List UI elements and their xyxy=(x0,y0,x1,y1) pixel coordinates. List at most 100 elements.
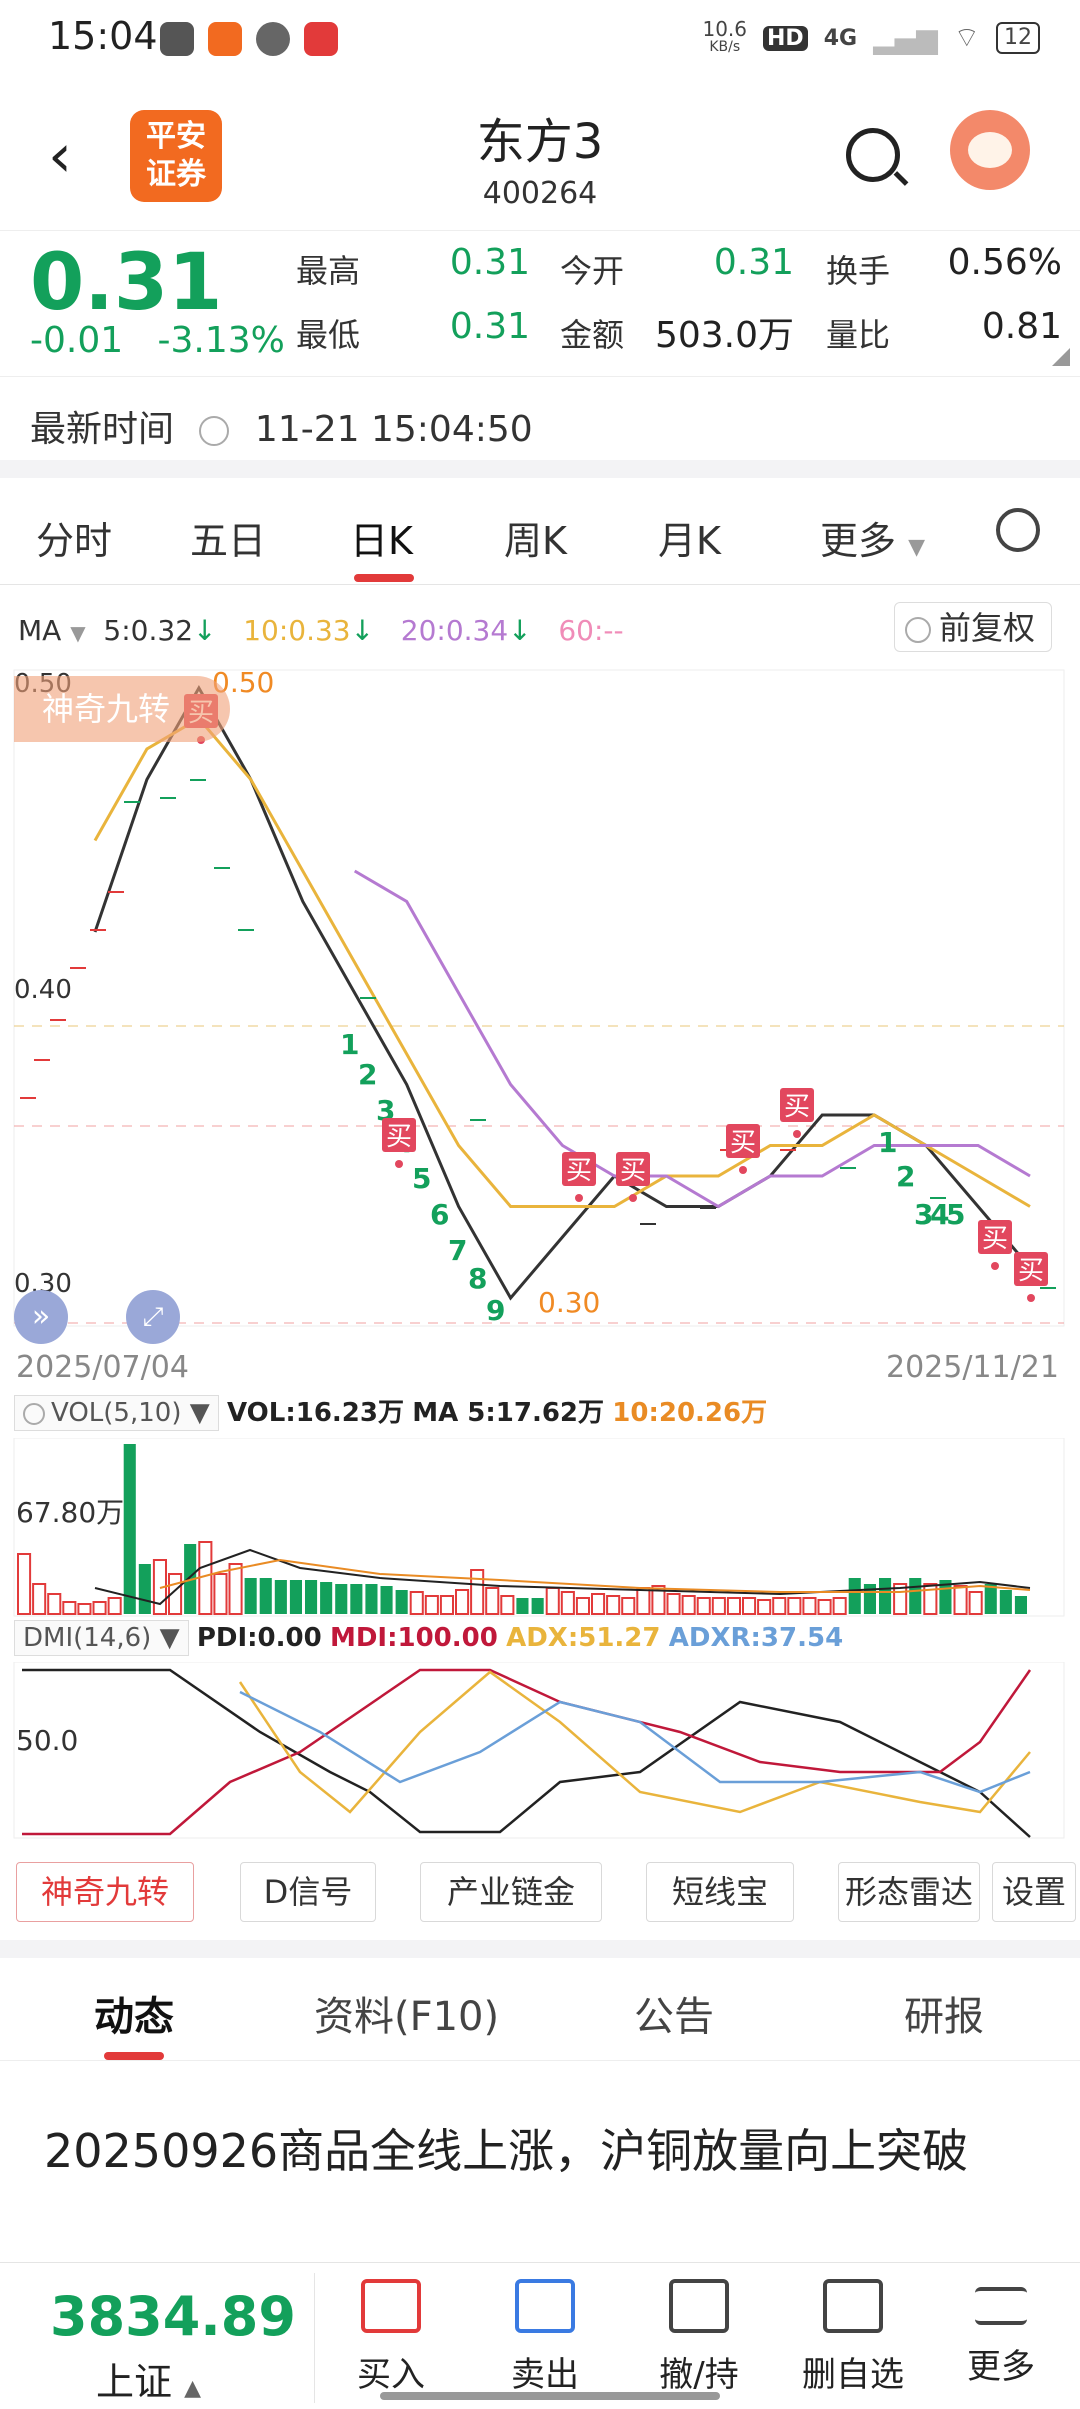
volume-bar xyxy=(439,1595,454,1615)
vol-ma10-line xyxy=(159,1558,1031,1593)
volume-bar xyxy=(62,1601,77,1615)
volume-bar xyxy=(500,1595,515,1615)
chevron-down-icon[interactable]: ▼ xyxy=(70,621,86,645)
tool-nine-turn[interactable]: 神奇九转 xyxy=(16,1862,194,1922)
info-icon[interactable] xyxy=(199,416,230,446)
update-time: 最新时间 11-21 15:04:50 xyxy=(30,409,533,450)
ma-line-20 xyxy=(353,869,1031,1209)
buy-marker[interactable] xyxy=(780,1088,814,1122)
divider xyxy=(0,460,1080,478)
volume-bar xyxy=(681,1595,696,1615)
gear-icon[interactable] xyxy=(996,508,1040,552)
buy-marker[interactable] xyxy=(1014,1252,1048,1286)
volume-bars xyxy=(17,1444,1031,1615)
volume-chart[interactable]: 67.80万 xyxy=(0,1438,1080,1618)
tool-d-signal[interactable]: D信号 xyxy=(240,1862,376,1922)
buy-marker[interactable] xyxy=(726,1124,760,1158)
divider xyxy=(0,2060,1080,2061)
expand-icon[interactable]: » xyxy=(14,1290,68,1344)
back-icon[interactable]: ‹ xyxy=(48,121,72,191)
volume-bar xyxy=(666,1593,681,1615)
stat-label: 金额 xyxy=(560,316,625,354)
stat-value: 0.31 xyxy=(713,242,794,283)
stat-value: 0.31 xyxy=(449,306,530,347)
stat-value: 0.81 xyxy=(981,306,1062,347)
tab-rik[interactable]: 日K xyxy=(350,519,413,563)
chevron-down-icon: ▼ xyxy=(908,535,926,560)
nine-turn-badge[interactable]: 神奇九转 xyxy=(14,676,230,742)
buy-marker[interactable] xyxy=(382,1118,416,1152)
tool-industry-chain[interactable]: 产业链金 xyxy=(420,1862,602,1922)
tab-fenshi[interactable]: 分时 xyxy=(36,519,113,563)
status-app-icons xyxy=(160,22,338,56)
expand-corner-icon[interactable] xyxy=(1052,348,1070,366)
dmi-selector[interactable]: DMI(14,6) ▼ xyxy=(14,1620,189,1656)
battery-icon: 12 xyxy=(996,22,1040,54)
cancel-hold-button[interactable]: 撤/持 xyxy=(634,2279,764,2396)
tab-yuek[interactable]: 月K xyxy=(658,519,721,563)
search-icon[interactable] xyxy=(846,128,900,182)
active-tab-indicator xyxy=(354,574,414,582)
wechat-icon xyxy=(160,22,194,56)
volume-bar xyxy=(123,1444,136,1614)
volume-bar xyxy=(17,1553,32,1615)
ma-lines xyxy=(93,684,1032,1301)
buy-marker-label: 买 xyxy=(620,1156,646,1186)
tab-more[interactable]: 更多 ▼ xyxy=(820,519,926,563)
buy-marker-dot xyxy=(629,1194,637,1202)
tool-pattern-radar[interactable]: 形态雷达 xyxy=(838,1862,980,1922)
tab-news-dynamic[interactable]: 动态 xyxy=(94,1994,174,2040)
volume-bar xyxy=(365,1584,378,1614)
signal-icon: 4G xyxy=(823,25,858,51)
volume-bar xyxy=(289,1580,302,1614)
volume-bar xyxy=(168,1573,183,1615)
minus-box-icon xyxy=(823,2279,883,2333)
kline-chart[interactable]: 0.50 0.40 0.30 0.50 0.30 12345678912345 … xyxy=(0,668,1080,1328)
tool-settings[interactable]: 设置 xyxy=(992,1862,1076,1922)
tab-news-f10[interactable]: 资料(F10) xyxy=(314,1994,500,2040)
price-change: -0.01 -3.13% xyxy=(30,320,285,361)
buy-marker[interactable] xyxy=(562,1152,596,1186)
price-ticks xyxy=(20,779,1056,1289)
volume-bar xyxy=(696,1597,711,1615)
nine-turn-number: 8 xyxy=(468,1262,487,1295)
index-value[interactable]: 3834.89 xyxy=(50,2285,296,2348)
adjust-button[interactable]: 前复权 xyxy=(894,602,1052,652)
tab-zhouk[interactable]: 周K xyxy=(504,519,567,563)
volume-bar xyxy=(395,1590,408,1614)
volume-bar xyxy=(651,1585,666,1615)
more-button[interactable]: 更多 xyxy=(936,2279,1066,2388)
dmi-legend: DMI(14,6) ▼ PDI:0.00 MDI:100.00 ADX:51.2… xyxy=(14,1620,843,1656)
dmi-chart[interactable]: 50.0 xyxy=(0,1662,1080,1840)
nine-turn-number: 3 xyxy=(914,1198,933,1231)
tab-wuri[interactable]: 五日 xyxy=(190,519,267,563)
tab-news-research[interactable]: 研报 xyxy=(904,1994,984,2040)
tab-news-announcement[interactable]: 公告 xyxy=(634,1994,714,2040)
buy-marker-label: 买 xyxy=(1018,1256,1044,1286)
buy-marker[interactable] xyxy=(616,1152,650,1186)
volume-bar xyxy=(77,1603,92,1615)
buy-marker-dot xyxy=(1027,1294,1035,1302)
volume-bar xyxy=(1014,1596,1027,1614)
tool-short-term[interactable]: 短线宝 xyxy=(646,1862,794,1922)
news-headline[interactable]: 20250926商品全线上涨，沪铜放量向上突破 xyxy=(44,2124,969,2178)
nine-turn-number: 6 xyxy=(430,1198,449,1231)
buy-marker-dot xyxy=(575,1194,583,1202)
adx-line xyxy=(238,1670,1031,1814)
fullscreen-icon[interactable]: ⤢ xyxy=(126,1290,180,1344)
vol-ma5-line xyxy=(94,1548,1031,1606)
volume-bar xyxy=(636,1587,651,1615)
index-name[interactable]: 上证 ▲ xyxy=(96,2360,202,2404)
sell-button[interactable]: 卖出 xyxy=(480,2279,610,2396)
volume-bar xyxy=(968,1591,983,1615)
vol-selector[interactable]: VOL(5,10) ▼ xyxy=(14,1395,219,1431)
avatar[interactable] xyxy=(950,110,1030,190)
buy-marker-label: 买 xyxy=(730,1128,756,1158)
volume-bar xyxy=(817,1599,832,1615)
volume-bar xyxy=(909,1578,922,1614)
nine-turn-number: 1 xyxy=(340,1028,359,1061)
buy-marker[interactable] xyxy=(978,1220,1012,1254)
buy-button[interactable]: 买入 xyxy=(326,2279,456,2396)
remove-watch-button[interactable]: 删自选 xyxy=(788,2279,918,2396)
volume-bar xyxy=(575,1597,591,1615)
